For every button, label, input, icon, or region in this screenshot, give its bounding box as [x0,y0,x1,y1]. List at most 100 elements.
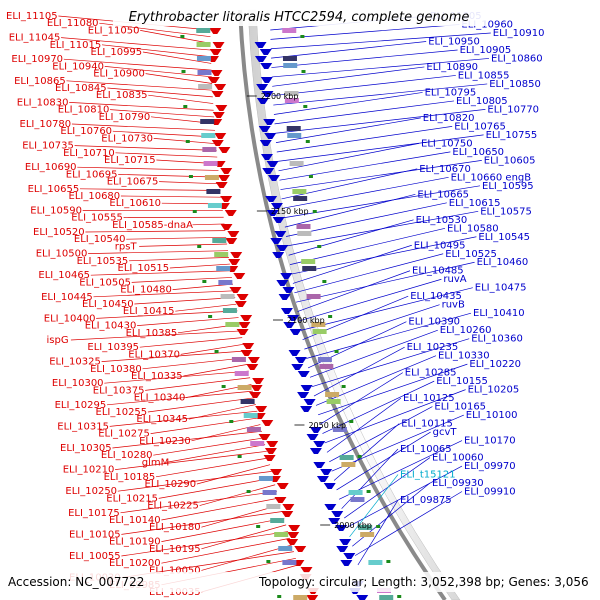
gene-label[interactable]: ELI_10580 [447,223,499,234]
gene-label[interactable]: ELI_10695 [66,169,118,180]
gene-label[interactable]: ELI_10905 [460,45,512,56]
gene-label[interactable]: ELI_10890 [426,62,478,73]
gene-label[interactable]: ELI_10415 [123,306,175,317]
gene-label[interactable]: ELI_10185 [104,472,156,483]
gene-label[interactable]: ELI_10595 [482,181,534,192]
gene-label[interactable]: ELI_10290 [145,479,197,490]
gene-label[interactable]: ELI_10755 [486,130,538,141]
gene-label[interactable]: ELI_10805 [456,96,508,107]
gene-label[interactable]: ELI_10735 [22,141,74,152]
gene-label[interactable]: ELI_10865 [14,76,66,87]
gene-label[interactable]: ELI_10660 engB [451,172,532,183]
gene-label[interactable]: ruvA [443,274,466,285]
gene-label[interactable]: ELI_10675 [107,177,159,188]
gene-label[interactable]: ELI_10465 [38,270,90,281]
gene-label[interactable]: ELI_10060 [432,453,484,464]
gene-label[interactable]: ELI_10230 [139,436,191,447]
gene-label[interactable]: ELI_10555 [71,213,123,224]
gene-label[interactable]: ELI_10575 [480,206,532,217]
gene-label[interactable]: ELI_10505 [79,277,131,288]
gene-label[interactable]: ELI_10345 [136,414,188,425]
gene-label[interactable]: ELI_10255 [96,407,148,418]
gene-label[interactable]: ELI_10480 [120,285,172,296]
gene-label[interactable]: ELI_10545 [478,232,530,243]
gene-label[interactable]: ELI_10035 [149,587,201,598]
gene-label[interactable]: ELI_11050 [88,25,140,36]
gene-label[interactable]: ELI_09970 [464,461,516,472]
gene-label[interactable]: ELI_10830 [17,97,69,108]
gene-label[interactable]: ELI_10190 [109,537,161,548]
gene-label[interactable]: ispG [47,335,69,346]
gene-label[interactable]: ELI_10325 [49,357,101,368]
gene-label[interactable]: ELI_11080 [47,18,99,29]
gene-label[interactable]: ELI_10315 [57,421,109,432]
gene-label[interactable]: ELI_10995 [91,47,143,58]
gene-label[interactable]: ELI_10710 [63,148,115,159]
gene-label[interactable]: ELI_09875 [400,495,452,506]
gene-label[interactable]: ELI_10430 [85,321,137,332]
gene-label[interactable]: ELI_10665 [417,189,469,200]
gene-label[interactable]: ELI_10125 [403,393,455,404]
gene-label[interactable]: ELI_10750 [421,138,473,149]
gene-label[interactable]: ELI_10055 [69,551,121,562]
gene-label[interactable]: ELI_10760 [60,126,112,137]
gene-label[interactable]: ELI_10950 [428,36,480,47]
gene-label[interactable]: ELI_10330 [438,351,490,362]
gene-label[interactable]: ELI_10385 [126,328,178,339]
gene-label[interactable]: ELI_10295 [55,400,107,411]
gene-label[interactable]: ELI_10845 [55,83,107,94]
gene-label[interactable]: ELI_10500 [36,249,88,260]
gene-label[interactable]: ELI_10360 [471,334,523,345]
gene-label[interactable]: ELI_10770 [487,104,539,115]
gene-label[interactable]: ELI_10765 [454,121,506,132]
gene-label[interactable]: glmM [142,457,170,468]
gene-label[interactable]: ELI_11045 [9,33,61,44]
gene-label[interactable]: ELI_10215 [106,493,158,504]
gene-label[interactable]: ELI_10820 [423,113,475,124]
gene-label[interactable]: ELI_10605 [484,155,536,166]
gene-label[interactable]: ELI_10275 [98,429,150,440]
gene-label[interactable]: ELI_10250 [65,486,117,497]
gene-label[interactable]: ELI_10590 [30,205,82,216]
gene-label[interactable]: ELI_10655 [28,184,80,195]
gene-label[interactable]: ELI_10960 [461,19,513,30]
gene-label[interactable]: ELI_10780 [20,119,72,130]
gene-label[interactable]: ELI_11105 [6,11,58,22]
gene-label[interactable]: ELI_10380 [90,364,142,375]
gene-label[interactable]: ELI_10210 [63,465,115,476]
gene-label[interactable]: ELI_10810 [58,105,110,116]
gene-label[interactable]: ELI_10370 [128,349,180,360]
gene-label[interactable]: ELI_11015 [50,40,102,51]
gene-label[interactable]: ELI_10170 [464,436,516,447]
gene-label[interactable]: ELI_10690 [25,162,77,173]
gene-label[interactable]: ELI_10495 [414,240,466,251]
gene-label[interactable]: ELI_10715 [104,155,156,166]
gene-label[interactable]: ELI_10340 [134,393,186,404]
gene-label[interactable]: ELI_10155 [436,376,488,387]
gene-label[interactable]: ELI_10855 [458,70,510,81]
gene-label[interactable]: rpsT [115,241,138,252]
gene-label[interactable]: ELI_10460 [477,257,529,268]
gene-label[interactable]: ELI_10610 [109,198,161,209]
gene-label[interactable]: ELI_10450 [82,299,134,310]
gene-label[interactable]: ELI_10285 [405,368,457,379]
gene-label[interactable]: ELI_10105 [69,529,121,540]
gene-label[interactable]: ELI_10540 [74,234,126,245]
gene-label[interactable]: ELI_10235 [407,342,459,353]
gene-label[interactable]: ELI_10650 [452,147,504,158]
gene-label[interactable]: ELI_10050 [149,565,201,576]
gene-label[interactable]: ELI_10790 [99,112,151,123]
gene-label[interactable]: ELI_10225 [147,501,199,512]
gene-label[interactable]: ELI_10375 [93,385,145,396]
gene-label[interactable]: ELI_10970 [11,54,63,65]
gene-label[interactable]: ELI_10835 [96,90,148,101]
gene-label[interactable]: ELI_10940 [52,61,104,72]
gene-label[interactable]: ELI_10260 [440,325,492,336]
gene-label[interactable]: ELI_10520 [33,227,85,238]
gene-label[interactable]: ELI_10115 [401,419,453,430]
gene-label[interactable]: ELI_10860 [491,53,543,64]
gene-label[interactable]: ELI_10280 [101,450,153,461]
gene-label[interactable]: ELI_10205 [468,385,520,396]
gene-label[interactable]: ELI_10195 [149,544,201,555]
gene-label[interactable]: ELI_10220 [469,359,521,370]
